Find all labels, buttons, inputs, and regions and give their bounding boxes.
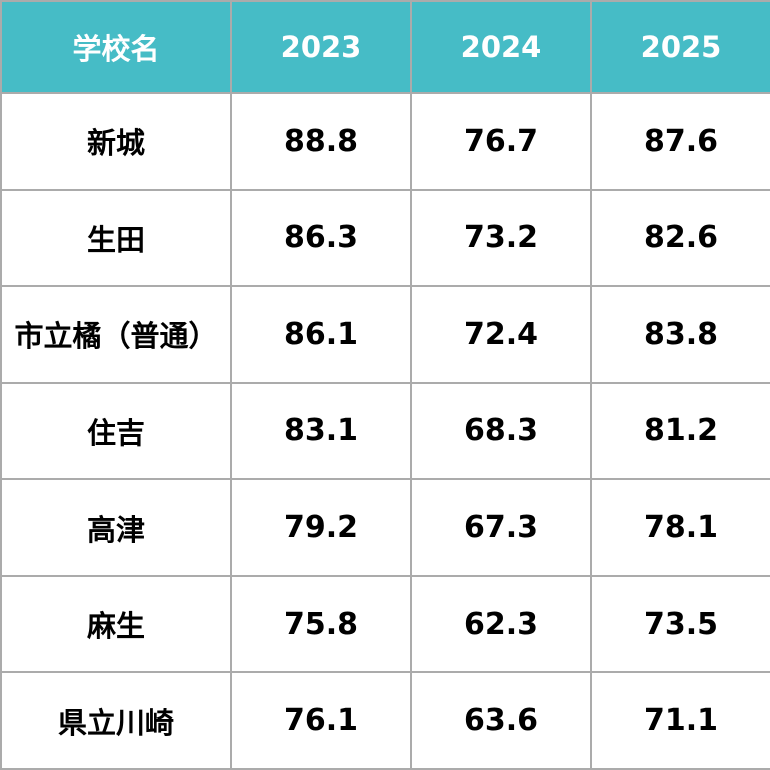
header-year-2025: 2025 bbox=[590, 0, 770, 94]
header-row: 学校名 2023 2024 2025 bbox=[0, 0, 770, 94]
table-row: 新城 88.8 76.7 87.6 bbox=[0, 92, 770, 191]
table-row: 県立川崎 76.1 63.6 71.1 bbox=[0, 671, 770, 770]
header-year-2023: 2023 bbox=[230, 0, 412, 94]
value-cell: 86.1 bbox=[230, 285, 412, 384]
value-cell: 79.2 bbox=[230, 478, 412, 577]
value-cell: 68.3 bbox=[410, 381, 592, 481]
table-row: 麻生 75.8 62.3 73.5 bbox=[0, 574, 770, 674]
value-cell: 76.7 bbox=[410, 92, 592, 191]
value-cell: 83.8 bbox=[590, 285, 770, 384]
table-body: 新城 88.8 76.7 87.6 生田 86.3 73.2 82.6 市立橘（… bbox=[0, 92, 770, 770]
header-school-name: 学校名 bbox=[0, 0, 232, 94]
table-header: 学校名 2023 2024 2025 bbox=[0, 0, 770, 94]
value-cell: 67.3 bbox=[410, 478, 592, 577]
value-cell: 72.4 bbox=[410, 285, 592, 384]
value-cell: 73.2 bbox=[410, 188, 592, 288]
school-name-cell: 市立橘（普通） bbox=[0, 285, 232, 384]
value-cell: 75.8 bbox=[230, 574, 412, 674]
school-name-cell: 麻生 bbox=[0, 574, 232, 674]
header-year-2024: 2024 bbox=[410, 0, 592, 94]
value-cell: 86.3 bbox=[230, 188, 412, 288]
value-cell: 87.6 bbox=[590, 92, 770, 191]
value-cell: 83.1 bbox=[230, 381, 412, 481]
value-cell: 88.8 bbox=[230, 92, 412, 191]
value-cell: 71.1 bbox=[590, 671, 770, 770]
school-name-cell: 高津 bbox=[0, 478, 232, 577]
value-cell: 76.1 bbox=[230, 671, 412, 770]
table-row: 市立橘（普通） 86.1 72.4 83.8 bbox=[0, 285, 770, 384]
value-cell: 62.3 bbox=[410, 574, 592, 674]
table-row: 住吉 83.1 68.3 81.2 bbox=[0, 381, 770, 481]
table-row: 高津 79.2 67.3 78.1 bbox=[0, 478, 770, 577]
school-name-cell: 新城 bbox=[0, 92, 232, 191]
table-row: 生田 86.3 73.2 82.6 bbox=[0, 188, 770, 288]
value-cell: 63.6 bbox=[410, 671, 592, 770]
value-cell: 78.1 bbox=[590, 478, 770, 577]
value-cell: 81.2 bbox=[590, 381, 770, 481]
school-name-cell: 住吉 bbox=[0, 381, 232, 481]
value-cell: 82.6 bbox=[590, 188, 770, 288]
school-name-cell: 県立川崎 bbox=[0, 671, 232, 770]
value-cell: 73.5 bbox=[590, 574, 770, 674]
school-name-cell: 生田 bbox=[0, 188, 232, 288]
